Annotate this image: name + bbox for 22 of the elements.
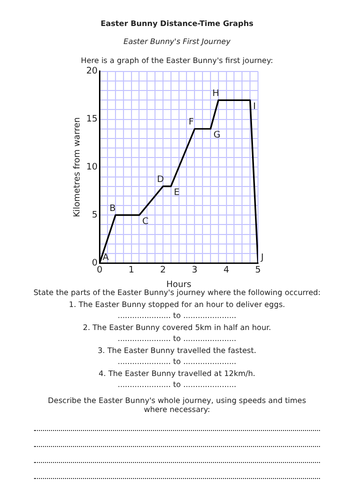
x-axis-title: Hours (166, 280, 192, 290)
y-tick-label: 0 (92, 258, 98, 268)
annotation: D (156, 175, 164, 186)
y-tick-label: 20 (86, 66, 98, 77)
annotation: A (102, 252, 110, 263)
y-tick-label: 10 (86, 162, 98, 173)
annotation: E (174, 188, 180, 198)
x-tick-label: 4 (223, 266, 230, 276)
x-tick-label: 1 (128, 266, 134, 276)
annotation: H (212, 88, 220, 99)
annotation: C (142, 216, 149, 227)
y-axis-title: Kilometres from warren (72, 117, 82, 218)
annotation: G (213, 130, 220, 141)
y-tick-label: 15 (86, 114, 98, 125)
x-tick-label: 2 (160, 266, 166, 276)
x-tick-label: 5 (255, 266, 261, 276)
annotation: B (109, 204, 116, 214)
annotation: F (188, 118, 194, 128)
annotation: I (253, 102, 256, 112)
x-tick-label: 3 (192, 266, 198, 276)
y-tick-label: 5 (92, 210, 98, 220)
annotation: J (260, 252, 264, 263)
